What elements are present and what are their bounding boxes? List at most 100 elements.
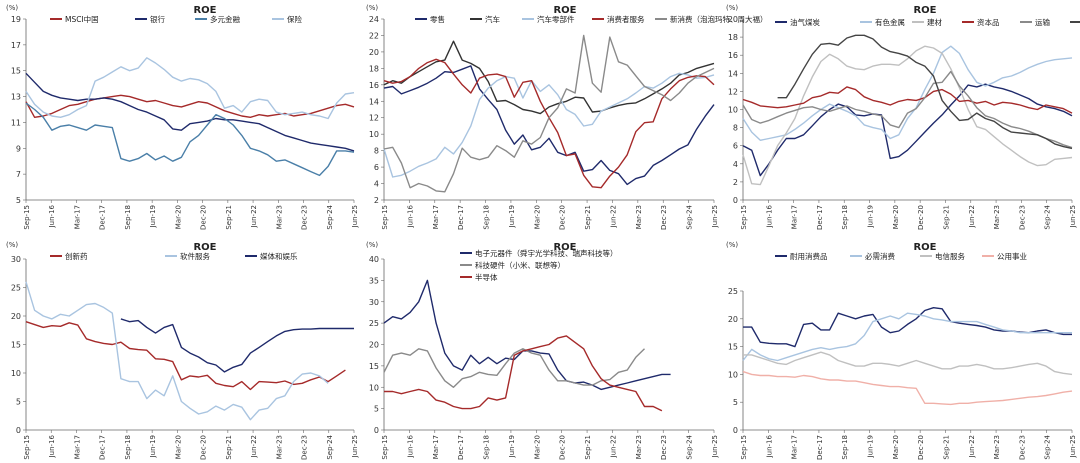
- x-tick-label: Mar-23: [993, 435, 1001, 459]
- y-axis-unit-label: (%): [366, 4, 378, 12]
- x-tick-label: Sep-18: [483, 205, 491, 230]
- y-tick-label: 10: [369, 383, 379, 392]
- x-tick-label: Sep-24: [326, 204, 334, 229]
- x-tick-label: Jun-25: [1069, 435, 1077, 458]
- x-tick-label: Dec-23: [660, 435, 668, 460]
- y-tick-label: 18: [728, 33, 738, 42]
- x-tick-label: Sep-21: [584, 205, 592, 230]
- y-axis-unit-label: (%): [726, 241, 738, 249]
- chart-title: ROE: [913, 242, 936, 253]
- x-tick-label: Jun-16: [765, 434, 773, 458]
- x-tick-label: Jun-25: [711, 435, 719, 458]
- y-tick-label: 20: [728, 15, 738, 24]
- y-axis-unit-label: (%): [6, 241, 18, 249]
- x-tick-label: Sep-15: [381, 205, 389, 230]
- legend-label: 零售: [430, 14, 445, 24]
- y-tick-label: 10: [728, 370, 738, 379]
- series-line-2: [383, 348, 645, 388]
- x-tick-label: Jun-19: [149, 435, 157, 458]
- y-axis-unit-label: (%): [6, 4, 18, 12]
- legend-label: 油气煤炭: [790, 17, 820, 27]
- y-tick-label: 6: [733, 142, 738, 151]
- chart-title: ROE: [553, 242, 576, 253]
- y-tick-label: 15: [11, 341, 21, 350]
- y-tick-label: 20: [11, 312, 21, 321]
- legend-label: 汽车: [485, 14, 500, 24]
- y-tick-label: 20: [369, 48, 379, 57]
- legend-label: 资本品: [977, 17, 1000, 27]
- y-tick-label: 10: [369, 130, 379, 139]
- y-tick-label: 24: [369, 15, 379, 24]
- legend-label: 必需消费: [865, 251, 895, 261]
- y-tick-label: 9: [16, 144, 21, 153]
- series-line-2: [383, 40, 715, 115]
- x-tick-label: Sep-21: [942, 205, 950, 230]
- x-tick-label: Dec-20: [917, 435, 925, 460]
- series-line-2: [25, 281, 329, 421]
- chart-title: ROE: [193, 5, 216, 16]
- y-tick-label: 17: [11, 41, 21, 50]
- legend-label: 公用事业: [997, 251, 1027, 261]
- x-tick-label: Mar-23: [635, 205, 643, 229]
- y-tick-label: 15: [369, 362, 379, 371]
- chart-panel-4: ROE (%) 0 5 10 15 20 25 30 Sep-15 Jun-16 Mar-17 Dec-…: [6, 241, 359, 460]
- y-tick-label: 0: [16, 426, 21, 435]
- x-tick-label: Dec-23: [660, 205, 668, 230]
- x-tick-label: Dec-17: [99, 205, 107, 230]
- y-tick-label: 10: [11, 369, 21, 378]
- chart-panel-1: ROE (%) 5 7 9 11 13 15 17 19 Sep-15 Jun-16 Mar-17 Dec…: [6, 4, 359, 230]
- y-tick-label: 40: [369, 255, 379, 264]
- legend-label: 新消费（泡泡玛特、周大福）: [670, 14, 768, 24]
- y-tick-label: 14: [369, 97, 379, 106]
- x-tick-label: Jun-19: [149, 205, 157, 228]
- series-line-3: [742, 45, 1073, 186]
- x-tick-label: Mar-17: [73, 205, 81, 229]
- x-tick-label: Mar-20: [174, 435, 182, 459]
- series-line-1: [742, 83, 1073, 177]
- y-tick-label: 22: [369, 31, 379, 40]
- y-tick-label: 12: [728, 87, 738, 96]
- x-tick-label: Dec-17: [99, 435, 107, 460]
- y-tick-label: 5: [16, 196, 21, 205]
- legend-label: 媒体和娱乐: [260, 251, 298, 261]
- y-tick-label: 13: [11, 93, 21, 102]
- x-tick-label: Dec-17: [457, 435, 465, 460]
- chart-title: ROE: [913, 5, 936, 16]
- y-tick-label: 0: [374, 426, 379, 435]
- series-line-6: [777, 34, 1073, 150]
- series-line-2: [742, 45, 1073, 141]
- legend-label: 耐用消费品: [790, 251, 828, 261]
- y-tick-label: 4: [374, 180, 379, 189]
- legend-label: 多元金融: [210, 14, 240, 24]
- x-tick-label: Jun-19: [867, 435, 875, 458]
- x-tick-label: Mar-20: [892, 435, 900, 459]
- legend-label: 软件服务: [180, 251, 210, 261]
- y-tick-label: 30: [11, 255, 21, 264]
- y-tick-label: 16: [728, 51, 738, 60]
- x-tick-label: Sep-15: [381, 435, 389, 460]
- x-tick-label: Dec-23: [301, 205, 309, 230]
- x-tick-label: Mar-17: [791, 435, 799, 459]
- x-tick-label: Jun-22: [968, 435, 976, 458]
- series-line-3: [120, 318, 354, 373]
- x-tick-label: Mar-23: [275, 435, 283, 459]
- x-tick-label: Jun-25: [351, 205, 359, 228]
- y-tick-label: 14: [728, 69, 738, 78]
- x-tick-label: Jun-25: [351, 435, 359, 458]
- x-tick-label: Jun-22: [609, 435, 617, 458]
- x-tick-label: Dec-17: [816, 205, 824, 230]
- y-tick-label: 18: [369, 64, 379, 73]
- x-tick-label: Sep-24: [686, 204, 694, 229]
- x-tick-label: Dec-23: [1018, 205, 1026, 230]
- chart-panel-3: ROE (%) 0 2 4 6 8 10 12 14 16 18 20 Sep-15 Jun-16 Mar-1…: [726, 4, 1080, 230]
- x-tick-label: Mar-23: [993, 205, 1001, 229]
- y-axis-unit-label: (%): [726, 4, 738, 12]
- x-tick-label: Mar-23: [275, 205, 283, 229]
- legend-label: 电子元器件（舜宇光学科技、瑞声科技等）: [475, 248, 618, 258]
- y-axis-unit-label: (%): [366, 241, 378, 249]
- x-tick-label: Jun-25: [1069, 205, 1077, 228]
- x-tick-label: Dec-20: [200, 435, 208, 460]
- y-tick-label: 11: [11, 118, 21, 127]
- series-line-5: [742, 70, 1073, 149]
